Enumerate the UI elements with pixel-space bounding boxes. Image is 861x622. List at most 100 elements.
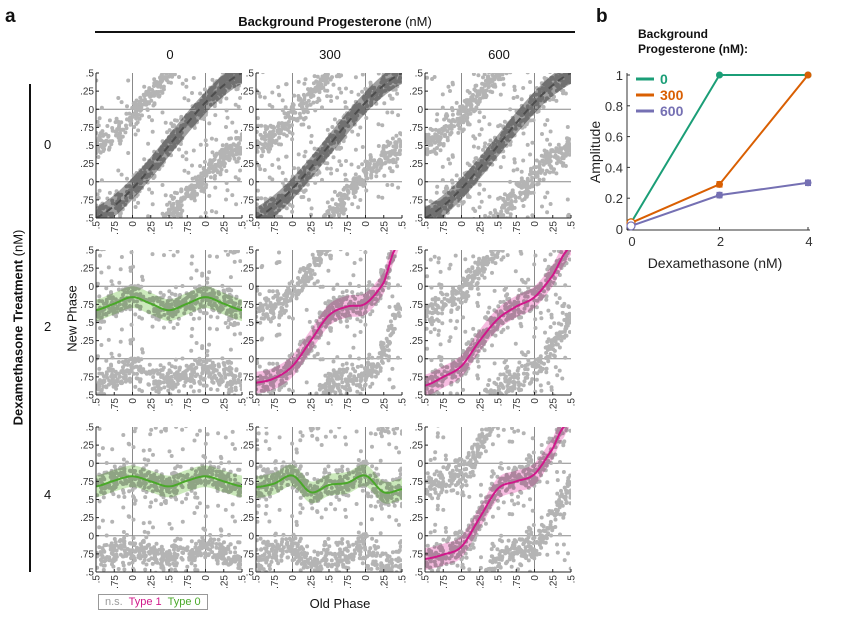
scatter-point [430, 135, 435, 140]
scatter-point [152, 77, 157, 82]
scatter-point [301, 266, 306, 270]
scatter-point [199, 188, 204, 193]
scatter-point [136, 356, 141, 361]
scatter-point [286, 110, 291, 115]
scatter-point [325, 127, 330, 132]
scatter-point [491, 214, 496, 218]
y-tick-label: .75 [409, 123, 423, 134]
scatter-point [436, 128, 441, 133]
y-tick-label: .75 [80, 195, 94, 206]
scatter-point [283, 308, 288, 313]
scatter-point [150, 87, 155, 92]
scatter-point [204, 143, 209, 147]
scatter-point [556, 142, 561, 147]
scatter-point [375, 371, 380, 376]
scatter-point [368, 384, 373, 389]
scatter-point [511, 168, 516, 173]
scatter-point [498, 92, 503, 97]
scatter-point [116, 360, 121, 364]
scatter-point [175, 118, 179, 123]
scatter-point [387, 324, 391, 329]
x-tick-label: .5 [165, 221, 176, 230]
scatter-point [227, 287, 232, 292]
scatter-point [162, 325, 166, 330]
scatter-point [482, 73, 487, 77]
scatter-point [96, 383, 100, 388]
scatter-point [368, 312, 373, 317]
x-tick-label: .5 [238, 221, 249, 230]
scatter-point [473, 98, 478, 103]
scatter-point [132, 104, 137, 109]
x-tick-label: 0 [361, 221, 372, 227]
scatter-point [299, 195, 304, 200]
scatter-point [309, 133, 314, 138]
scatter-point [158, 386, 163, 391]
scatter-point [376, 73, 381, 76]
scatter-point [510, 206, 514, 211]
scatter-point [429, 139, 434, 144]
phase-panel-dex2-prog0: .5.250.75.5.250.75.5.5.75 0.25.5.75 0.25.5 [80, 246, 248, 412]
scatter-point [315, 279, 320, 284]
scatter-point [290, 137, 295, 142]
scatter-point [348, 184, 353, 189]
scatter-point [380, 360, 385, 365]
scatter-point [290, 279, 295, 284]
scatter-point [545, 169, 550, 174]
scatter-point [160, 183, 165, 187]
scatter-point [317, 383, 322, 388]
scatter-point [227, 146, 232, 151]
scatter-point [143, 91, 148, 96]
scatter-point [178, 211, 183, 216]
scatter-point [234, 136, 239, 140]
scatter-point [311, 100, 316, 105]
scatter-point [365, 164, 370, 169]
scatter-point [353, 190, 358, 194]
scatter-point [325, 200, 330, 205]
scatter-point [398, 131, 402, 136]
scatter-point [474, 156, 479, 161]
scatter-point [302, 81, 307, 86]
scatter-point [180, 154, 185, 159]
scatter-point [366, 360, 370, 365]
scatter-point [351, 381, 356, 386]
scatter-point [309, 140, 313, 145]
scatter-point [188, 193, 193, 198]
scatter-point [555, 155, 560, 160]
scatter-point [308, 268, 313, 273]
scatter-point [477, 191, 482, 196]
scatter-point [508, 212, 513, 217]
scatter-point [301, 107, 306, 112]
scatter-point [145, 108, 150, 112]
scatter-point [192, 195, 197, 200]
x-tick-label: .25 [146, 221, 157, 235]
scatter-point [354, 185, 359, 189]
scatter-point [210, 150, 215, 155]
scatter-point [205, 349, 210, 353]
scatter-point [144, 102, 149, 107]
scatter-point [106, 133, 111, 138]
scatter-point [198, 374, 203, 379]
scatter-point [386, 285, 391, 290]
scatter-point [150, 202, 155, 207]
scatter-point [444, 115, 449, 120]
scatter-point [277, 93, 282, 98]
scatter-point [215, 387, 220, 392]
scatter-point [353, 75, 358, 80]
scatter-point [239, 383, 242, 388]
scatter-point [169, 207, 174, 211]
scatter-point [326, 268, 331, 273]
scatter-point [224, 96, 229, 101]
scatter-point [224, 169, 229, 173]
scatter-point [521, 204, 526, 208]
scatter-point [104, 358, 109, 363]
scatter-point [140, 316, 144, 321]
scatter-point [525, 142, 530, 147]
scatter-point [335, 282, 340, 287]
scatter-point [129, 118, 134, 123]
scatter-point [348, 354, 353, 359]
scatter-point [101, 374, 106, 379]
scatter-point [456, 203, 461, 208]
scatter-point [97, 188, 102, 193]
scatter-point [275, 260, 280, 265]
scatter-point [282, 124, 287, 129]
